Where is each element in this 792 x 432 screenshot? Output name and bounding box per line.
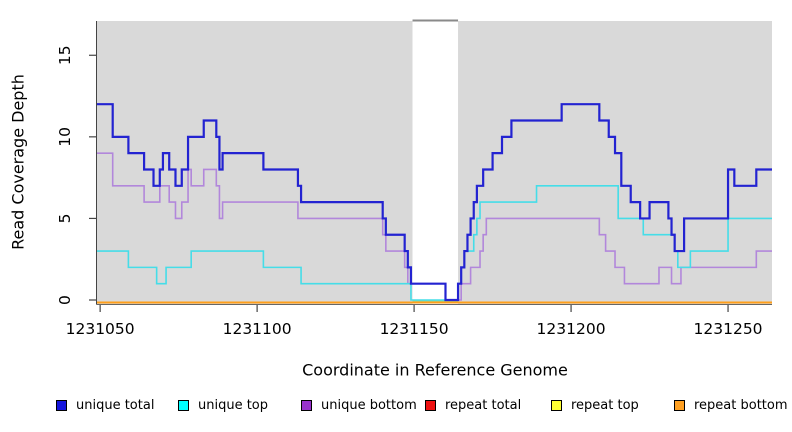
legend-item-repeat-total: repeat total: [425, 398, 521, 413]
legend-item-unique-top: unique top: [178, 398, 268, 413]
legend: unique total unique top unique bottom repea…: [0, 398, 792, 420]
series-unique-total-line: [97, 103, 772, 302]
y-axis-label: Read Coverage Depth: [8, 74, 28, 250]
legend-item-repeat-bottom: repeat bottom: [674, 398, 788, 413]
x-tick-label: 1231200: [537, 320, 606, 338]
x-tick-label: 1231150: [380, 320, 449, 338]
legend-swatch-unique-total: [56, 400, 67, 411]
legend-label: unique top: [198, 398, 269, 413]
legend-swatch-unique-top: [178, 400, 189, 411]
y-tick-label: 10: [56, 127, 74, 147]
legend-swatch-repeat-bottom: [674, 400, 685, 411]
legend-item-repeat-top: repeat top: [551, 398, 639, 413]
legend-label: repeat total: [445, 398, 522, 413]
legend-label: repeat top: [571, 398, 639, 413]
x-tick-label: 1231100: [223, 320, 292, 338]
legend-label: repeat bottom: [694, 398, 788, 413]
legend-label: unique total: [76, 398, 155, 413]
y-tick-label: 15: [56, 45, 74, 65]
y-tick-label: 0: [56, 295, 74, 305]
x-tick-label: 1231250: [694, 320, 763, 338]
legend-label: unique bottom: [321, 398, 417, 413]
legend-swatch-repeat-total: [425, 400, 436, 411]
legend-item-unique-total: unique total: [56, 398, 154, 413]
legend-swatch-unique-bottom: [301, 400, 312, 411]
masked-region: [412, 20, 459, 304]
plot-area: 1231050 1231100 1231150 1231200 1231250 0 5 10 1…: [56, 19, 772, 338]
x-tick-label: 1231050: [66, 320, 135, 338]
series-unique-bottom-line: [97, 152, 772, 301]
y-tick-label: 5: [56, 213, 74, 223]
legend-swatch-repeat-top: [551, 400, 562, 411]
legend-item-unique-bottom: unique bottom: [301, 398, 417, 413]
x-axis-label: Coordinate in Reference Genome: [302, 360, 568, 380]
